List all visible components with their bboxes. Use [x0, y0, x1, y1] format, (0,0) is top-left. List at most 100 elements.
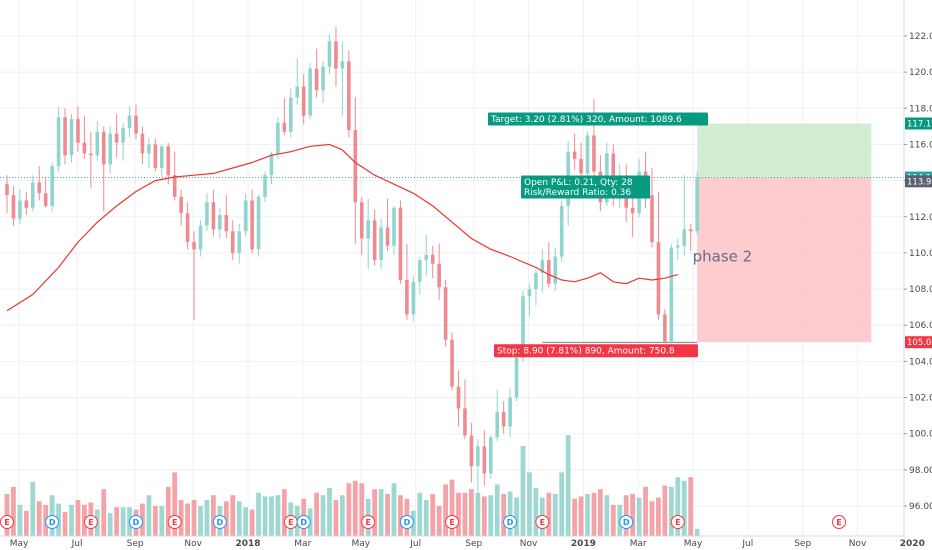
position-zones — [697, 123, 872, 343]
volume-bar — [333, 500, 339, 536]
target-label-bg — [488, 112, 708, 126]
candle-body — [688, 229, 693, 232]
price-label-text: 105.06 — [907, 338, 932, 348]
event-marker-d: D — [45, 515, 60, 529]
price-tick-label: 102.00 — [909, 394, 932, 404]
candle-body — [89, 153, 93, 156]
event-circle — [0, 515, 14, 529]
candle-body — [63, 117, 67, 156]
candle-body — [359, 202, 364, 239]
time-tick-label: May — [352, 539, 371, 549]
candle-body — [572, 151, 577, 159]
candle-body — [153, 144, 158, 168]
candle-body — [366, 220, 370, 239]
volume-bar — [675, 477, 681, 536]
volume-bar — [598, 489, 603, 536]
volume-bar — [101, 489, 107, 536]
volume-bar — [501, 494, 507, 536]
volume-bar — [75, 500, 81, 536]
price-axis[interactable]: 96.00 98.00 100.00 102.00 104.00 106.00 108.00… — [903, 0, 932, 550]
volume-bar — [17, 504, 23, 536]
event-letter: E — [449, 518, 454, 527]
time-tick-label: May — [10, 539, 29, 549]
price-tick-label: 116.00 — [909, 140, 932, 150]
price-tick-label: 106.00 — [909, 321, 932, 331]
time-tick-label: Sep — [465, 539, 482, 549]
volume-bar — [469, 489, 474, 536]
event-marker-d: D — [619, 515, 634, 529]
event-circle — [832, 515, 847, 529]
price-tick-label: 98.00 — [909, 466, 932, 476]
volume-bar — [327, 488, 332, 536]
candle-body — [650, 195, 654, 243]
candle-body — [31, 182, 35, 208]
event-marker-d: D — [296, 515, 311, 529]
volume-bar — [391, 483, 397, 536]
candle-body — [411, 281, 416, 315]
event-marker-e: E — [445, 515, 460, 529]
candle-body — [289, 97, 293, 132]
event-letter: D — [507, 518, 514, 527]
candle-body — [476, 446, 480, 467]
event-circle — [503, 515, 518, 529]
candle-body — [95, 131, 100, 156]
event-circle — [361, 515, 376, 529]
price-tick-label: 112.00 — [909, 213, 932, 223]
moving-average-line — [6, 143, 678, 312]
price-tick-label: 96.00 — [909, 502, 932, 512]
time-tick-label: 2018 — [235, 539, 260, 549]
event-marker-e: E — [83, 515, 98, 529]
volume-bar — [417, 492, 423, 536]
candle-body — [76, 119, 80, 143]
event-letter: D — [49, 518, 56, 527]
candle-body — [676, 245, 680, 248]
candle-body — [521, 296, 525, 358]
price-tick-label: 120.00 — [909, 68, 932, 78]
event-marker-e: E — [361, 515, 376, 529]
candle-body — [172, 175, 177, 197]
time-tick-label: Nov — [849, 539, 867, 549]
event-letter: D — [623, 518, 630, 527]
time-axis[interactable]: May Jul Sep Nov 2018 Mar May Jul Sep Nov 2019 Mar Ma… — [0, 535, 925, 550]
pnl-label-text: Risk/Reward Ratio: 0.36 — [524, 188, 631, 198]
candle-body — [276, 122, 280, 154]
volume-bar — [462, 492, 468, 536]
candle-body — [256, 196, 261, 250]
candle-body — [295, 86, 300, 98]
candle-body — [495, 412, 499, 438]
candle-body — [56, 117, 61, 167]
event-circle — [212, 515, 227, 529]
phase-annotation: phase 2 — [693, 248, 753, 266]
candle-body — [282, 122, 287, 132]
event-circle — [619, 515, 634, 529]
candle-body — [50, 166, 54, 206]
candle-body — [340, 61, 345, 69]
volume-bar — [604, 495, 610, 536]
stop-label-bg — [494, 344, 698, 358]
candle-body — [385, 227, 390, 246]
event-circle — [167, 515, 182, 529]
time-tick-label: Mar — [294, 539, 311, 549]
volume-bar — [359, 483, 365, 536]
volume-bar — [69, 504, 74, 536]
time-tick-label: 2019 — [571, 539, 596, 549]
candle-body — [224, 214, 229, 232]
candle-body — [243, 200, 248, 232]
stop-label-text: Stop: 8.90 (7.81%) 890, Amount: 750.8 — [497, 347, 675, 357]
volume-bar — [30, 482, 36, 536]
price-tick-label: 122.00 — [909, 32, 932, 42]
volume-bar — [436, 506, 442, 536]
volume-bar — [23, 510, 29, 536]
candle-body — [469, 435, 474, 467]
event-letter: D — [217, 518, 224, 527]
volume-bar — [230, 495, 236, 536]
volume-bar — [668, 486, 674, 536]
pnl-label-bg — [521, 175, 651, 199]
event-circle — [129, 515, 143, 529]
volume-bar — [533, 488, 539, 536]
volume-bar — [398, 495, 403, 536]
target-label-text: Target: 3.20 (2.81%) 320, Amount: 1089.6 — [490, 115, 682, 125]
volume-bar — [475, 492, 481, 536]
